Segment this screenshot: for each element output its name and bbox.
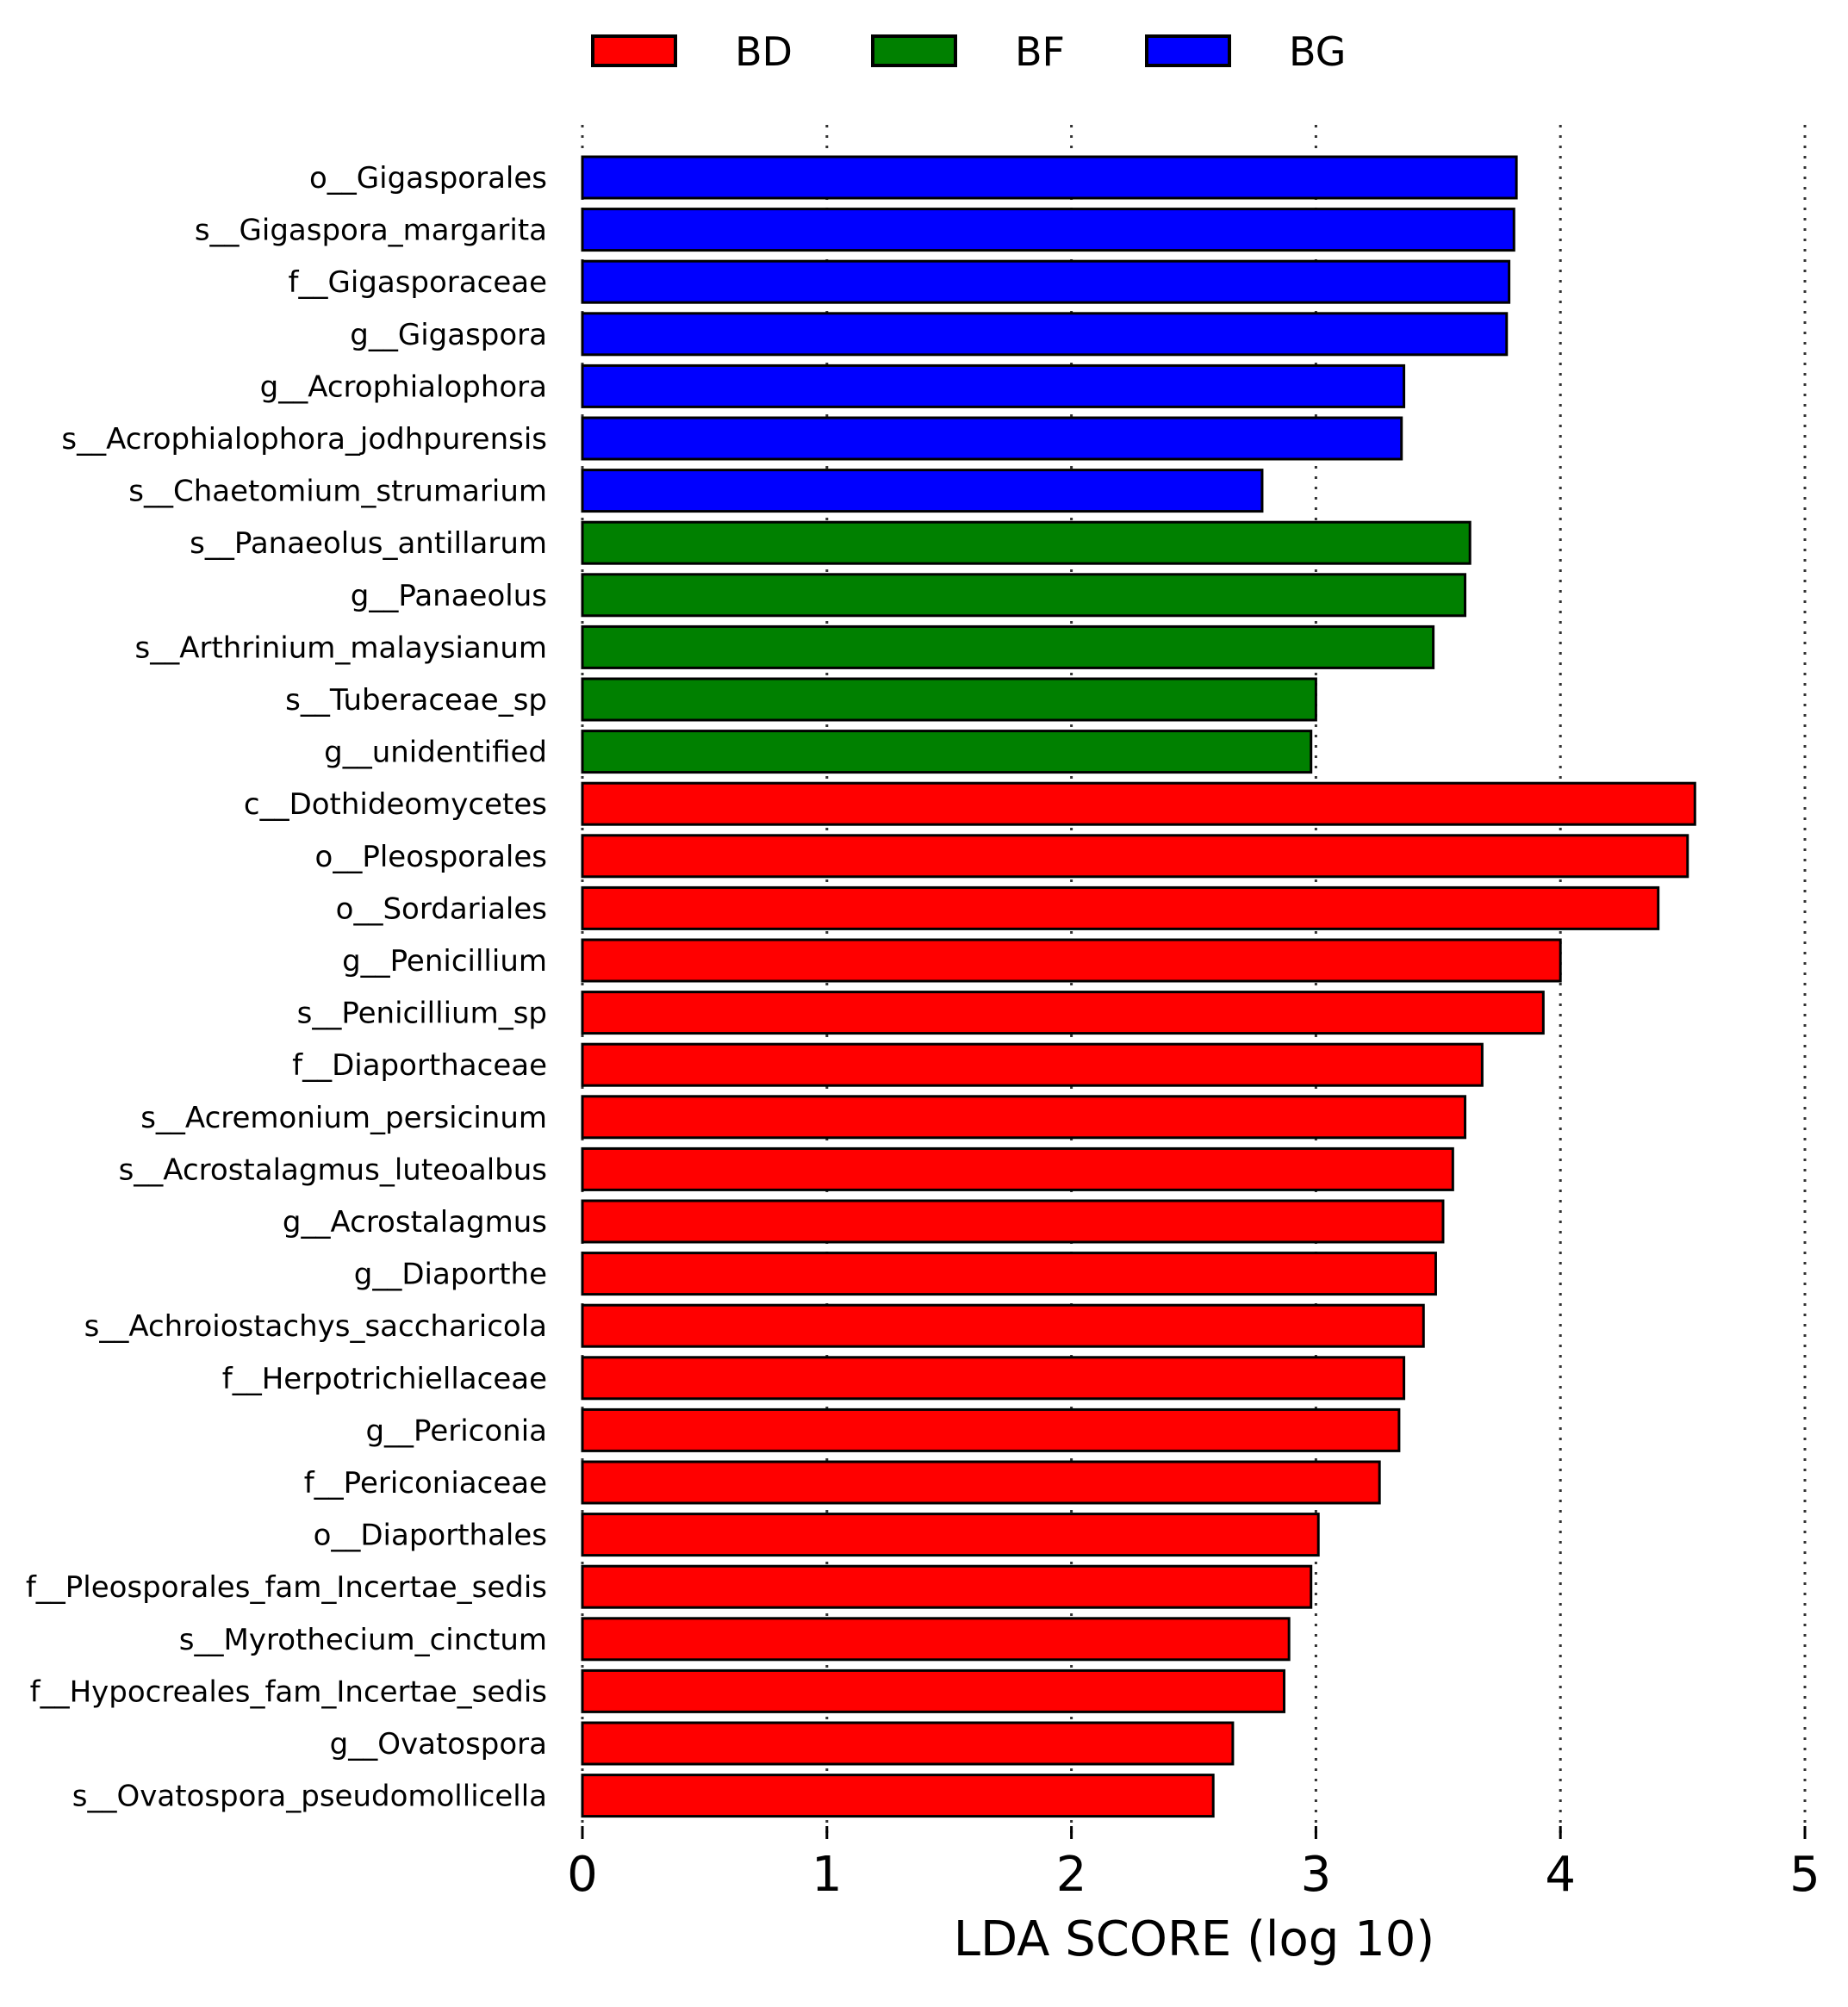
legend-label: BD (735, 28, 793, 75)
bar-label: f__Diaporthaceae (292, 1048, 547, 1083)
bar (581, 885, 1660, 930)
tick-label: 3 (1301, 1847, 1332, 1903)
bar (581, 155, 1518, 200)
bar (581, 1356, 1406, 1401)
bar (581, 1617, 1291, 1662)
bar (581, 1095, 1467, 1140)
bar-label: s__Myrothecium_cinctum (179, 1623, 547, 1657)
bar (581, 1668, 1286, 1713)
bar (581, 1564, 1313, 1609)
tick-label: 2 (1056, 1847, 1087, 1903)
bar-label: f__Gigasporaceae (289, 265, 547, 300)
bar (581, 1252, 1437, 1296)
bar (581, 469, 1264, 513)
bar (581, 730, 1313, 774)
bar-label: c__Dothideomycetes (244, 787, 547, 822)
bar (581, 1774, 1215, 1818)
legend-swatch (591, 34, 677, 67)
bar (581, 573, 1467, 618)
bar (581, 1199, 1445, 1244)
bar-label: o__Pleosporales (315, 840, 547, 874)
bar-label: g__Diaporthe (354, 1258, 547, 1292)
bar (581, 520, 1472, 565)
tick-label: 4 (1545, 1847, 1576, 1903)
bar (581, 624, 1435, 669)
bar (581, 991, 1545, 1035)
bar (581, 1407, 1401, 1452)
bar-label: g__Periconia (365, 1414, 547, 1448)
legend-label: BF (1015, 28, 1065, 75)
tick-label: 1 (812, 1847, 843, 1903)
bar (581, 1721, 1235, 1766)
bar (581, 312, 1509, 357)
legend-label: BG (1289, 28, 1346, 75)
bar-label: g__Penicillium (342, 944, 547, 979)
bars (581, 155, 1696, 1818)
bar-label: f__Periconiaceae (304, 1466, 547, 1501)
bar (581, 1460, 1381, 1505)
bar (581, 363, 1406, 408)
bar-label: o__Diaporthales (314, 1519, 547, 1553)
tick-label: 5 (1789, 1847, 1820, 1903)
x-axis: 0 1 2 3 4 5 (567, 1826, 1820, 1903)
bar-label: o__Sordariales (336, 892, 547, 926)
bar (581, 938, 1562, 983)
bar-label: s__Gigaspora_margarita (195, 214, 547, 248)
bar-label: s__Acrophialophora_jodhpurensis (61, 422, 547, 457)
bar-label: s__Penicillium_sp (297, 997, 547, 1031)
bar-label: s__Acremonium_persicinum (140, 1101, 547, 1135)
x-axis-title: LDA SCORE (log 10) (954, 1911, 1434, 1967)
bar-label: s__Arthrinium_malaysianum (135, 631, 548, 665)
bar (581, 1513, 1320, 1557)
bar-label: s__Tuberaceae_sp (285, 683, 547, 718)
bar-label: s__Chaetomium_strumarium (128, 475, 547, 509)
bar-label: g__Ovatospora (330, 1727, 547, 1762)
bar-label: o__Gigasporales (309, 161, 547, 196)
bar (581, 834, 1689, 879)
tick-label: 0 (567, 1847, 598, 1903)
bar-label: f__Hypocreales_fam_Incertae_sedis (30, 1675, 547, 1709)
bar (581, 416, 1403, 461)
bar-label: g__Panaeolus (351, 579, 547, 613)
bar (581, 259, 1511, 304)
bar (581, 1042, 1484, 1087)
bar (581, 781, 1696, 826)
bar-label: g__Gigaspora (350, 318, 547, 352)
bar-label: f__Pleosporales_fam_Incertae_sedis (26, 1570, 547, 1605)
category-labels: o__Gigasporales s__Gigaspora_margarita f__… (26, 161, 547, 1814)
bar (581, 677, 1317, 722)
bar-label: s__Ovatospora_pseudomollicella (72, 1780, 547, 1814)
bar (581, 208, 1515, 252)
legend-swatch (871, 34, 957, 67)
bar-label: g__Acrostalagmus (283, 1205, 547, 1240)
legend-swatch (1145, 34, 1231, 67)
bar-label: s__Acrostalagmus_luteoalbus (119, 1153, 547, 1187)
bar (581, 1303, 1425, 1348)
bar (581, 1146, 1454, 1191)
bar-label: g__unidentified (324, 736, 547, 770)
bar-label: s__Panaeolus_antillarum (190, 526, 547, 561)
legend: BD BF BG (591, 28, 1346, 75)
bar-label: f__Herpotrichiellaceae (222, 1362, 547, 1396)
bar-label: g__Acrophialophora (260, 370, 547, 404)
bar-label: s__Achroiostachys_saccharicola (84, 1309, 547, 1344)
